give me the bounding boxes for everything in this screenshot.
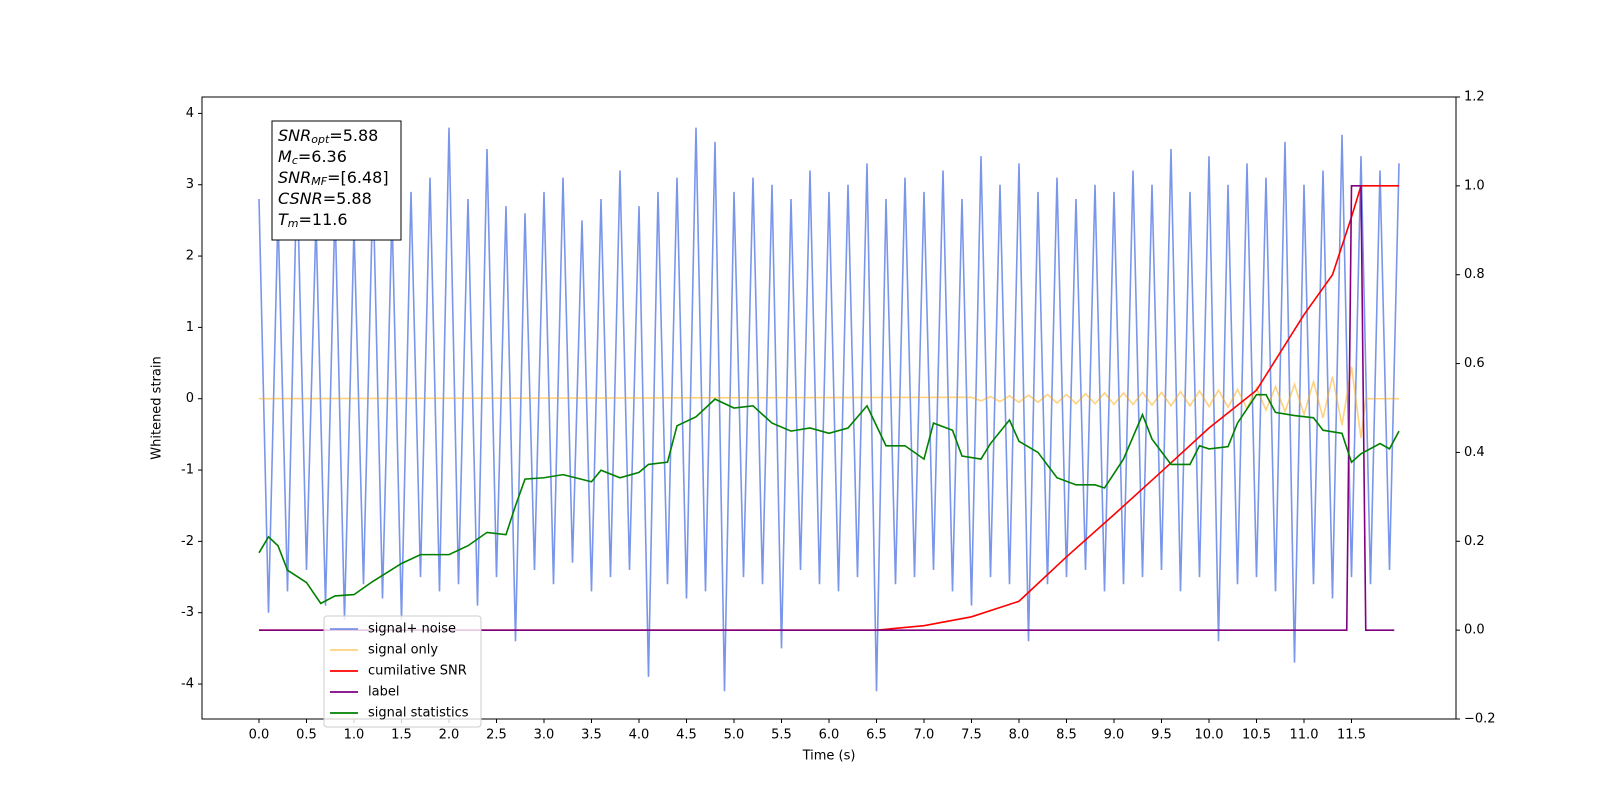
series-line: [258, 393, 1400, 605]
series-line: [258, 127, 1400, 692]
legend-label: cumilative SNR: [368, 664, 467, 679]
legend-label: signal only: [368, 643, 438, 658]
y2-tick-label: 0.8: [1464, 267, 1485, 282]
y-tick-label: -1: [181, 463, 194, 478]
series-line: [259, 185, 1399, 631]
annotation-line: Tm=11.6: [278, 210, 348, 231]
x-tick-label: 8.5: [1056, 728, 1077, 743]
x-tick-label: 3.5: [581, 728, 602, 743]
annotation-line: CSNR=5.88: [278, 189, 372, 208]
legend-label: label: [368, 685, 399, 700]
y2-tick-label: 1.2: [1464, 90, 1485, 105]
y-tick-label: 4: [186, 106, 194, 121]
x-axis-label: Time (s): [802, 749, 856, 764]
y2-tick-label: 0.6: [1464, 356, 1485, 371]
x-tick-label: 5.0: [724, 728, 745, 743]
x-tick-label: 2.0: [439, 728, 460, 743]
axes-frame: [201, 96, 1457, 720]
x-tick-label: 1.0: [344, 728, 365, 743]
y-tick-label: -2: [181, 534, 194, 549]
legend: signal+ noise signal only cumilative SNR la…: [323, 615, 482, 728]
y2-tick-label: 0.0: [1464, 623, 1485, 638]
x-tick-label: 11.0: [1290, 728, 1319, 743]
y2-tick-label: −0.2: [1464, 712, 1496, 727]
y2-tick-label: 0.2: [1464, 534, 1485, 549]
y-tick-label: -3: [181, 605, 194, 620]
x-tick-label: 10.0: [1195, 728, 1224, 743]
x-tick-label: 3.0: [534, 728, 555, 743]
y-tick-label: 2: [186, 249, 194, 264]
y-tick-label: 3: [186, 177, 194, 192]
legend-label: signal+ noise: [368, 622, 456, 637]
annotation-frame: [271, 120, 402, 241]
x-tick-label: 8.0: [1009, 728, 1030, 743]
x-tick-label: 6.0: [819, 728, 840, 743]
x-tick-label: 7.0: [914, 728, 935, 743]
x-tick-label: 9.0: [1104, 728, 1125, 743]
x-tick-label: 7.5: [961, 728, 982, 743]
y-tick-label: 1: [186, 320, 194, 335]
x-tick-label: 10.5: [1242, 728, 1271, 743]
legend-frame: [323, 615, 482, 728]
y2-tick-label: 1.0: [1464, 178, 1485, 193]
x-tick-label: 0.0: [249, 728, 270, 743]
y-tick-label: -4: [181, 677, 194, 692]
x-tick-label: 2.5: [486, 728, 507, 743]
series-line: [259, 185, 1395, 631]
x-tick-label: 4.5: [676, 728, 697, 743]
x-tick-label: 0.5: [296, 728, 317, 743]
series-line: [258, 366, 1399, 439]
x-tick-label: 5.5: [771, 728, 792, 743]
y2-tick-label: 0.4: [1464, 445, 1485, 460]
y-tick-label: 0: [186, 391, 194, 406]
annotation-line: SNRMF=[6.48]: [278, 168, 389, 189]
x-tick-label: 9.5: [1151, 728, 1172, 743]
x-tick-label: 11.5: [1337, 728, 1366, 743]
legend-label: signal statistics: [368, 706, 469, 721]
x-tick-label: 4.0: [629, 728, 650, 743]
y-axis-label: Whitened strain: [150, 356, 165, 459]
x-tick-label: 6.5: [866, 728, 887, 743]
annotation-line: Mc=6.36: [278, 147, 347, 168]
x-tick-label: 1.5: [391, 728, 412, 743]
annotation-line: SNRopt=5.88: [278, 126, 378, 147]
